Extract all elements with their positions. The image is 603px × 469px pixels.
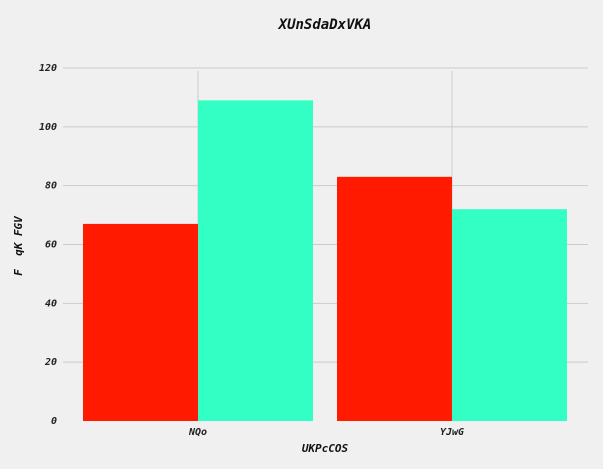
y-tick-label: 60 [45, 240, 57, 251]
x-axis-label: UKPcCOS [302, 442, 349, 455]
bar [337, 176, 452, 421]
bar [198, 100, 313, 421]
bar [83, 223, 198, 421]
bar [452, 209, 567, 421]
y-tick-label: 100 [39, 122, 57, 133]
y-tick-label: 80 [45, 181, 57, 192]
y-tick-label: 20 [44, 357, 57, 368]
y-tick-labels: 0 20 40 60 80 100 120 [39, 63, 57, 427]
chart-title: XUnSdaDxVKA [278, 17, 372, 33]
y-tick-label: 120 [39, 63, 57, 74]
x-tick-label: YJwG [440, 427, 464, 438]
x-tick-labels: NQo YJwG [188, 427, 464, 438]
x-tick-label: NQo [188, 427, 207, 438]
bars [83, 100, 567, 421]
y-tick-label: 0 [51, 416, 57, 427]
y-tick-label: 40 [45, 298, 57, 309]
y-axis-label: F qK FGV [12, 215, 25, 276]
